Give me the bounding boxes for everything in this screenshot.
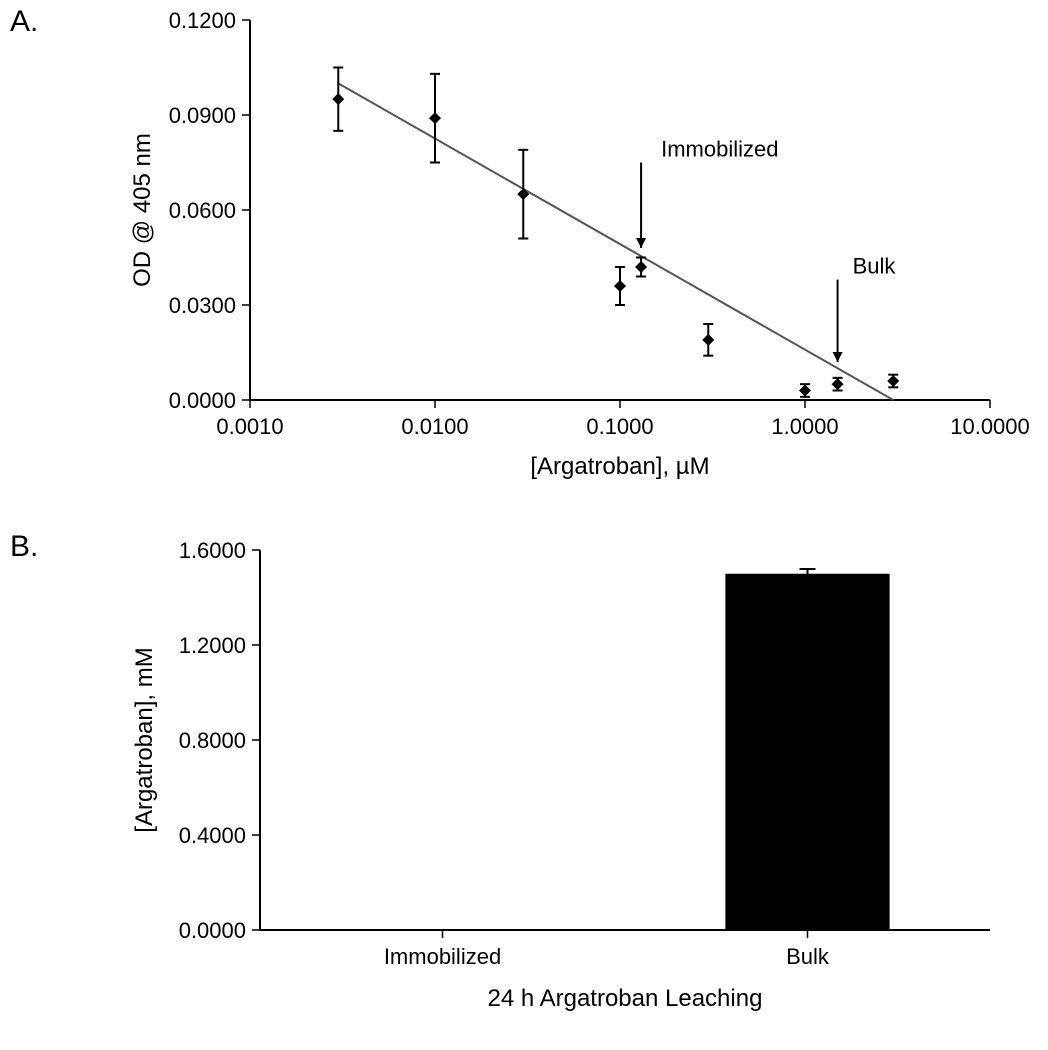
svg-text:Bulk: Bulk xyxy=(853,254,897,279)
svg-text:1.2000: 1.2000 xyxy=(179,633,246,658)
svg-text:0.8000: 0.8000 xyxy=(179,728,246,753)
svg-text:24 h Argatroban Leaching: 24 h Argatroban Leaching xyxy=(488,985,763,1012)
svg-text:0.0000: 0.0000 xyxy=(179,918,246,943)
svg-text:Immobilized: Immobilized xyxy=(661,137,778,162)
svg-text:[Argatroban], mM: [Argatroban], mM xyxy=(131,647,158,832)
svg-text:0.0010: 0.0010 xyxy=(216,414,283,439)
svg-text:10.0000: 10.0000 xyxy=(950,414,1030,439)
svg-text:0.0900: 0.0900 xyxy=(169,103,236,128)
svg-text:[Argatroban], µM: [Argatroban], µM xyxy=(530,453,709,480)
panel-b-svg: 0.0000 0.4000 0.8000 1.2000 1.6000 [Argatroba… xyxy=(120,530,1030,1040)
svg-text:0.0100: 0.0100 xyxy=(401,414,468,439)
svg-text:Bulk: Bulk xyxy=(786,944,830,969)
svg-text:0.1000: 0.1000 xyxy=(586,414,653,439)
panel-a-label: A. xyxy=(10,5,38,39)
svg-text:1.6000: 1.6000 xyxy=(179,538,246,563)
svg-text:OD @ 405 nm: OD @ 405 nm xyxy=(129,133,156,287)
panel-b-chart: 0.0000 0.4000 0.8000 1.2000 1.6000 [Argatroba… xyxy=(120,530,1030,1040)
panel-b-label: B. xyxy=(10,530,38,564)
svg-text:0.4000: 0.4000 xyxy=(179,823,246,848)
svg-text:0.0000: 0.0000 xyxy=(169,388,236,413)
svg-text:1.0000: 1.0000 xyxy=(771,414,838,439)
svg-text:0.1200: 0.1200 xyxy=(169,8,236,33)
svg-text:Immobilized: Immobilized xyxy=(384,944,501,969)
svg-text:0.0600: 0.0600 xyxy=(169,198,236,223)
svg-text:0.0300: 0.0300 xyxy=(169,293,236,318)
panel-a-svg: 0.0000 0.0300 0.0600 0.0900 0.1200 OD @ 405 n… xyxy=(120,0,1030,500)
panel-a-chart: 0.0000 0.0300 0.0600 0.0900 0.1200 OD @ 405 n… xyxy=(120,0,1030,500)
